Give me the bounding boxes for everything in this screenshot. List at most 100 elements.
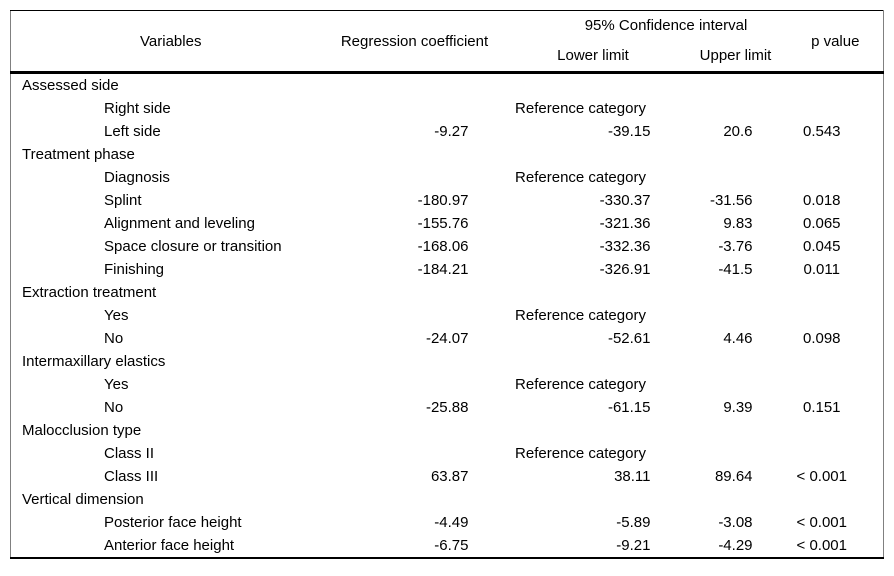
lower-limit-cell: -39.15 bbox=[607, 123, 651, 140]
coefficient-cell: -9.27 bbox=[434, 123, 469, 140]
variable-group-label: Vertical dimension bbox=[22, 491, 144, 508]
p-value-cell: 0.543 bbox=[802, 123, 841, 140]
coefficient-cell: 63.87 bbox=[430, 468, 469, 485]
variable-label: Yes bbox=[104, 307, 129, 324]
coefficient-cell: -6.75 bbox=[434, 537, 469, 554]
lower-limit-cell: -9.21 bbox=[616, 537, 651, 554]
table-row: Extraction treatment bbox=[11, 281, 884, 304]
table-row: Yes Reference category bbox=[11, 304, 884, 327]
p-value-cell: < 0.001 bbox=[796, 514, 847, 531]
coefficient-cell: -184.21 bbox=[417, 261, 469, 278]
table-row: Splint -180.97 -330.37 -31.56 0.018 bbox=[11, 189, 884, 212]
regression-results-table: Variables Regression coefficient 95% Con… bbox=[10, 10, 885, 559]
lower-limit-cell: -326.91 bbox=[599, 261, 651, 278]
table-row: Alignment and leveling -155.76 -321.36 9.83… bbox=[11, 212, 884, 235]
table-row: Malocclusion type bbox=[11, 419, 884, 442]
table-row: Anterior face height -6.75 -9.21 -4.29 < 0.0… bbox=[11, 534, 884, 558]
upper-limit-cell: 89.64 bbox=[714, 468, 753, 485]
upper-limit-cell bbox=[676, 97, 796, 120]
table-row: No -24.07 -52.61 4.46 0.098 bbox=[11, 327, 884, 350]
lower-limit-cell: -321.36 bbox=[599, 215, 651, 232]
table-row: Class III 63.87 38.11 89.64 < 0.001 bbox=[11, 465, 884, 488]
table-row: No -25.88 -61.15 9.39 0.151 bbox=[11, 396, 884, 419]
lower-limit-cell: -330.37 bbox=[599, 192, 651, 209]
p-value-cell: 0.045 bbox=[802, 238, 841, 255]
lower-limit-cell: -61.15 bbox=[607, 399, 651, 416]
table-row: Assessed side bbox=[11, 73, 884, 98]
p-value-cell bbox=[796, 373, 884, 396]
lower-limit-cell: -5.89 bbox=[616, 514, 651, 531]
column-header-upper-limit: Upper limit bbox=[699, 47, 772, 65]
table-row: Left side -9.27 -39.15 20.6 0.543 bbox=[11, 120, 884, 143]
coefficient-cell bbox=[331, 442, 511, 465]
variable-label: Space closure or transition bbox=[104, 238, 282, 255]
variable-group-label: Extraction treatment bbox=[22, 284, 157, 301]
lower-limit-cell: 38.11 bbox=[614, 468, 651, 485]
variable-label: No bbox=[104, 399, 124, 416]
coefficient-cell bbox=[331, 373, 511, 396]
upper-limit-cell: -3.08 bbox=[718, 514, 753, 531]
coefficient-cell: -168.06 bbox=[417, 238, 469, 255]
column-header-regression-coefficient: Regression coefficient bbox=[340, 32, 489, 50]
variable-label: Left side bbox=[104, 123, 161, 140]
variable-label: Finishing bbox=[104, 261, 165, 278]
variable-label: Yes bbox=[104, 376, 129, 393]
variable-label: No bbox=[104, 330, 124, 347]
p-value-cell bbox=[796, 166, 884, 189]
upper-limit-cell: 20.6 bbox=[723, 123, 753, 140]
variable-group-label: Treatment phase bbox=[22, 146, 135, 163]
variable-label: Class III bbox=[104, 468, 159, 485]
reference-category-cell: Reference category bbox=[515, 376, 646, 393]
coefficient-cell bbox=[331, 97, 511, 120]
column-header-lower-limit: Lower limit bbox=[557, 47, 629, 65]
table-row: Yes Reference category bbox=[11, 373, 884, 396]
variable-group-label: Malocclusion type bbox=[22, 422, 142, 439]
table-row: Space closure or transition -168.06 -332.3… bbox=[11, 235, 884, 258]
table-row: Intermaxillary elastics bbox=[11, 350, 884, 373]
upper-limit-cell bbox=[676, 373, 796, 396]
column-header-p-value: p value bbox=[811, 32, 860, 50]
p-value-cell bbox=[796, 304, 884, 327]
p-value-cell: 0.011 bbox=[803, 261, 840, 278]
table-header: Variables Regression coefficient 95% Con… bbox=[10, 11, 884, 73]
variable-label: Posterior face height bbox=[104, 514, 242, 531]
coefficient-cell: -24.07 bbox=[425, 330, 469, 347]
upper-limit-cell: 4.46 bbox=[723, 330, 753, 347]
variable-label: Splint bbox=[104, 192, 142, 209]
upper-limit-cell bbox=[676, 304, 796, 327]
p-value-cell: < 0.001 bbox=[796, 537, 847, 554]
table-body: Assessed side Right side Reference categor… bbox=[11, 73, 884, 559]
table-row: Diagnosis Reference category bbox=[11, 166, 884, 189]
p-value-cell: 0.098 bbox=[802, 330, 841, 347]
upper-limit-cell: 9.83 bbox=[723, 215, 753, 232]
upper-limit-cell: -4.29 bbox=[718, 537, 753, 554]
upper-limit-cell: -31.56 bbox=[709, 192, 753, 209]
p-value-cell: 0.065 bbox=[802, 215, 841, 232]
variable-label: Anterior face height bbox=[104, 537, 235, 554]
p-value-cell: 0.151 bbox=[802, 399, 841, 416]
table-row: Posterior face height -4.49 -5.89 -3.08 < 0.… bbox=[11, 511, 884, 534]
coefficient-cell: -25.88 bbox=[425, 399, 469, 416]
table-row: Vertical dimension bbox=[11, 488, 884, 511]
variable-label: Right side bbox=[104, 100, 171, 117]
reference-category-cell: Reference category bbox=[515, 307, 646, 324]
coefficient-cell bbox=[331, 166, 511, 189]
lower-limit-cell: -52.61 bbox=[607, 330, 651, 347]
variable-label: Alignment and leveling bbox=[104, 215, 255, 232]
reference-category-cell: Reference category bbox=[515, 169, 646, 186]
column-header-confidence-interval: 95% Confidence interval bbox=[584, 17, 748, 35]
column-header-variables: Variables bbox=[140, 32, 202, 50]
upper-limit-cell bbox=[676, 166, 796, 189]
p-value-cell bbox=[796, 97, 884, 120]
reference-category-cell: Reference category bbox=[515, 100, 646, 117]
coefficient-cell: -155.76 bbox=[417, 215, 469, 232]
table-row: Treatment phase bbox=[11, 143, 884, 166]
reference-category-cell: Reference category bbox=[515, 445, 646, 462]
variable-label: Class II bbox=[104, 445, 155, 462]
upper-limit-cell: 9.39 bbox=[723, 399, 753, 416]
coefficient-cell bbox=[331, 304, 511, 327]
variable-group-label: Assessed side bbox=[22, 77, 119, 94]
coefficient-cell: -180.97 bbox=[417, 192, 469, 209]
coefficient-cell: -4.49 bbox=[434, 514, 469, 531]
